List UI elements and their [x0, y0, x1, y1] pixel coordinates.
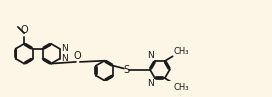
Text: O: O [74, 51, 82, 61]
Text: N: N [61, 44, 68, 53]
Text: N: N [61, 54, 68, 63]
Text: S: S [123, 65, 130, 75]
Text: CH₃: CH₃ [173, 47, 189, 56]
Text: N: N [147, 79, 154, 88]
Text: O: O [20, 26, 28, 36]
Text: N: N [147, 51, 154, 60]
Text: CH₃: CH₃ [173, 83, 189, 92]
